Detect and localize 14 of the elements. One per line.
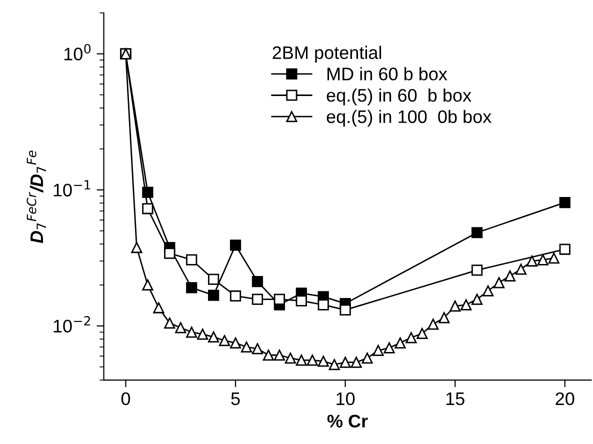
legend-label: eq.(5) in 100 0b box	[326, 110, 492, 127]
x-tick-label: 15	[446, 392, 464, 406]
x-tick-label: 20	[556, 392, 574, 406]
x-tick-label: 10	[336, 392, 355, 406]
legend-label: eq.(5) in 60 b box	[326, 88, 472, 106]
y-axis-title: D$_{7}$$^{FeCr}$/D$_{7}$$^{Fe}$	[26, 150, 46, 244]
y-tick-label: 10$^{0}$	[64, 44, 91, 60]
x-tick-label: 0	[121, 392, 130, 406]
legend-label: MD in 60 b box	[328, 67, 448, 80]
y-tick-label: 10$^{−1}$	[54, 180, 90, 196]
y-tick-label: 10$^{−2}$	[54, 316, 90, 333]
x-axis-title: % Cr	[327, 414, 368, 428]
x-tick-label: 5	[231, 392, 240, 406]
legend-title: 2BM potential	[272, 46, 382, 63]
